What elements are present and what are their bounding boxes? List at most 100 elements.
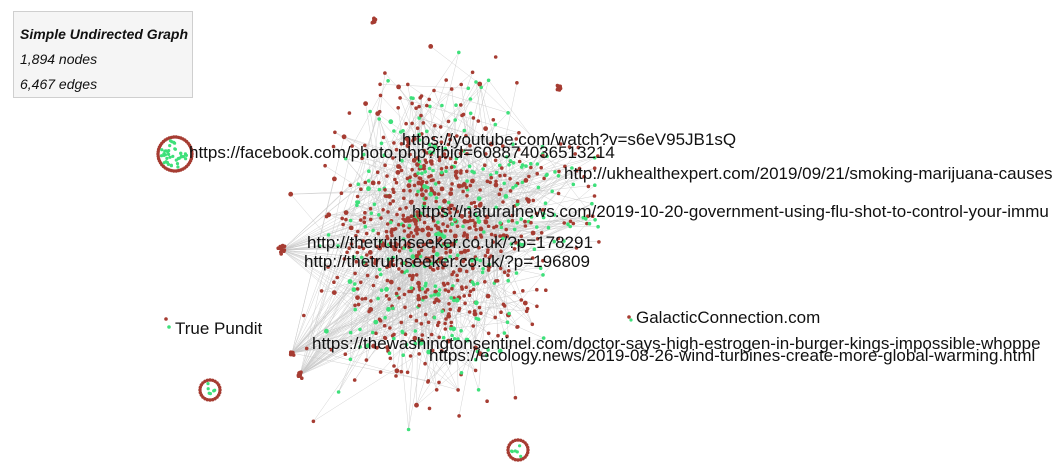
graph-node[interactable]: [422, 184, 427, 189]
graph-node[interactable]: [449, 296, 454, 300]
graph-node[interactable]: [407, 223, 412, 228]
graph-node[interactable]: [510, 218, 515, 223]
graph-node[interactable]: [462, 231, 467, 235]
graph-node[interactable]: [374, 331, 378, 336]
graph-node[interactable]: [577, 166, 582, 171]
graph-node[interactable]: [456, 337, 460, 341]
graph-node[interactable]: [383, 336, 388, 341]
graph-node[interactable]: [367, 250, 373, 255]
graph-node[interactable]: [508, 189, 513, 193]
cluster-node[interactable]: [190, 150, 194, 154]
graph-node[interactable]: [412, 335, 418, 341]
graph-node[interactable]: [412, 183, 417, 188]
graph-node[interactable]: [385, 278, 390, 283]
graph-node[interactable]: [596, 154, 600, 158]
graph-node[interactable]: [471, 287, 476, 292]
graph-node[interactable]: [448, 229, 453, 233]
graph-node[interactable]: [507, 269, 511, 273]
graph-node[interactable]: [517, 131, 521, 135]
graph-node[interactable]: [425, 103, 429, 108]
graph-node[interactable]: [423, 361, 427, 366]
graph-node[interactable]: [451, 270, 456, 274]
cluster-node[interactable]: [172, 135, 176, 139]
graph-node[interactable]: [468, 183, 473, 188]
graph-node[interactable]: [348, 330, 353, 335]
graph-node[interactable]: [452, 217, 457, 222]
graph-node[interactable]: [448, 191, 454, 197]
graph-node[interactable]: [441, 222, 445, 226]
graph-node[interactable]: [446, 119, 451, 124]
graph-node[interactable]: [473, 357, 478, 362]
graph-node[interactable]: [421, 121, 426, 125]
graph-node[interactable]: [377, 187, 382, 192]
graph-node[interactable]: [489, 175, 494, 180]
graph-node[interactable]: [332, 176, 337, 182]
graph-node[interactable]: [428, 150, 432, 154]
graph-node[interactable]: [410, 101, 414, 106]
graph-node[interactable]: [397, 249, 402, 253]
graph-node[interactable]: [349, 242, 354, 246]
graph-node[interactable]: [422, 220, 427, 225]
graph-node[interactable]: [461, 189, 465, 194]
graph-node[interactable]: [386, 79, 390, 83]
graph-node[interactable]: [395, 170, 401, 175]
graph-node[interactable]: [352, 255, 356, 259]
graph-node[interactable]: [370, 330, 375, 335]
graph-node[interactable]: [378, 319, 383, 323]
graph-node[interactable]: [486, 248, 490, 252]
graph-node[interactable]: [460, 285, 464, 289]
graph-node[interactable]: [358, 327, 362, 332]
graph-node[interactable]: [511, 185, 515, 190]
graph-node[interactable]: [367, 309, 371, 314]
graph-node[interactable]: [381, 135, 386, 140]
graph-node[interactable]: [424, 180, 429, 185]
cluster-node[interactable]: [519, 454, 523, 458]
graph-node[interactable]: [429, 178, 434, 183]
graph-node[interactable]: [452, 206, 457, 211]
graph-node[interactable]: [424, 196, 428, 200]
cluster-node[interactable]: [184, 153, 188, 157]
graph-node[interactable]: [414, 273, 419, 277]
graph-node[interactable]: [535, 171, 539, 176]
graph-node[interactable]: [326, 233, 331, 237]
graph-node[interactable]: [483, 280, 487, 284]
graph-node[interactable]: [417, 281, 421, 286]
graph-node[interactable]: [483, 126, 488, 131]
graph-node[interactable]: [355, 295, 360, 300]
graph-node[interactable]: [437, 158, 442, 163]
graph-node[interactable]: [416, 244, 421, 249]
graph-node[interactable]: [348, 225, 354, 231]
graph-node[interactable]: [497, 163, 502, 168]
graph-node[interactable]: [541, 153, 545, 158]
graph-node[interactable]: [354, 234, 358, 238]
graph-node[interactable]: [415, 162, 420, 167]
graph-node[interactable]: [436, 192, 441, 196]
graph-node[interactable]: [437, 299, 441, 303]
graph-node[interactable]: [428, 239, 434, 245]
graph-node[interactable]: [395, 212, 399, 217]
graph-node[interactable]: [359, 255, 364, 260]
graph-node[interactable]: [379, 141, 384, 146]
graph-node[interactable]: [388, 262, 392, 267]
graph-node[interactable]: [443, 211, 448, 216]
graph-node[interactable]: [369, 255, 374, 260]
graph-node[interactable]: [414, 106, 418, 110]
graph-node[interactable]: [440, 207, 445, 211]
graph-node[interactable]: [386, 306, 391, 312]
graph-node[interactable]: [596, 224, 600, 229]
graph-node[interactable]: [415, 156, 420, 160]
graph-node[interactable]: [390, 334, 395, 338]
graph-node[interactable]: [333, 130, 337, 135]
graph-node[interactable]: [401, 353, 406, 358]
graph-node[interactable]: [511, 142, 515, 146]
graph-node[interactable]: [419, 248, 424, 253]
graph-node[interactable]: [454, 103, 458, 107]
graph-node[interactable]: [363, 210, 367, 215]
graph-node[interactable]: [323, 163, 327, 168]
graph-node[interactable]: [485, 293, 491, 299]
graph-node[interactable]: [446, 243, 450, 248]
graph-node[interactable]: [377, 267, 382, 272]
graph-node[interactable]: [340, 216, 345, 221]
graph-node[interactable]: [443, 229, 448, 233]
graph-node[interactable]: [350, 144, 354, 148]
